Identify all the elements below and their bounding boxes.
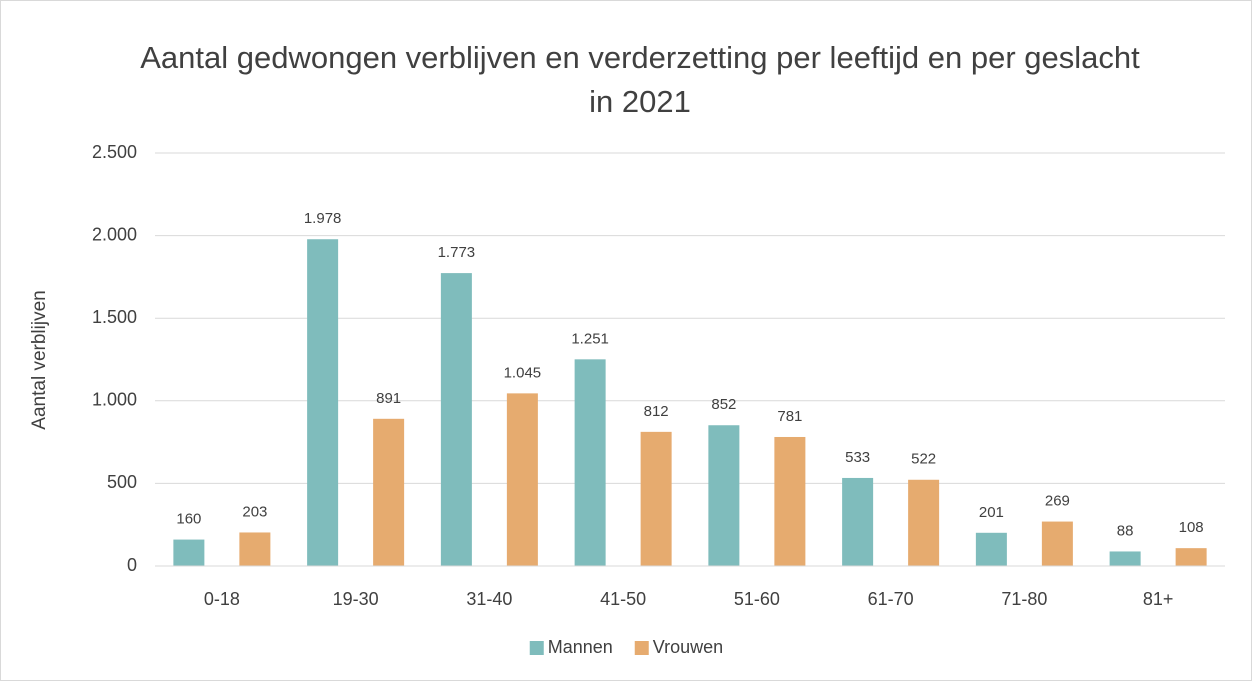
bar: [307, 239, 339, 566]
x-tick-label: 61-70: [868, 589, 914, 609]
value-label: 203: [242, 503, 267, 520]
bar: [640, 431, 672, 566]
bar: [708, 425, 740, 566]
legend-label: Vrouwen: [653, 637, 723, 657]
y-tick-label: 2.500: [92, 142, 137, 162]
x-tick-label: 51-60: [734, 589, 780, 609]
bar: [239, 532, 271, 566]
value-label: 781: [777, 408, 802, 425]
x-tick-label: 41-50: [600, 589, 646, 609]
legend-swatch: [529, 641, 544, 655]
value-label: 522: [911, 451, 936, 468]
value-label: 88: [1117, 522, 1134, 539]
y-tick-label: 1.500: [92, 307, 137, 327]
x-tick-label: 71-80: [1001, 589, 1047, 609]
bar: [975, 532, 1007, 566]
value-label: 1.978: [304, 210, 342, 227]
value-label: 852: [711, 396, 736, 413]
value-label: 1.251: [571, 330, 609, 347]
bar: [173, 539, 205, 566]
bar: [1041, 521, 1073, 566]
x-tick-label: 0-18: [204, 589, 240, 609]
y-tick-label: 2.000: [92, 224, 137, 244]
y-tick-label: 1.000: [92, 390, 137, 410]
bar: [440, 273, 472, 566]
x-tick-label: 81+: [1143, 589, 1174, 609]
y-tick-label: 0: [127, 555, 137, 575]
value-label: 1.045: [504, 364, 542, 381]
bar: [1109, 551, 1141, 566]
x-tick-label: 31-40: [466, 589, 512, 609]
bar: [506, 393, 538, 566]
value-label: 160: [176, 511, 201, 528]
value-label: 1.773: [438, 244, 476, 261]
legend-swatch: [634, 641, 649, 655]
value-label: 533: [845, 449, 870, 466]
value-label: 269: [1045, 493, 1070, 510]
chart-title: Aantal gedwongen verblijven en verderzet…: [140, 40, 1140, 119]
y-axis-label: Aantal verblijven: [29, 290, 50, 429]
bar: [774, 436, 806, 566]
legend-label: Mannen: [548, 637, 613, 657]
bar: [373, 418, 405, 566]
bar: [574, 359, 606, 566]
bar: [842, 477, 874, 566]
x-tick-label: 19-30: [333, 589, 379, 609]
value-label: 201: [979, 504, 1004, 521]
value-label: 891: [376, 390, 401, 407]
bar: [908, 479, 940, 566]
value-label: 108: [1179, 519, 1204, 536]
value-label: 812: [644, 403, 669, 420]
y-tick-label: 500: [107, 472, 137, 492]
bar: [1175, 548, 1207, 566]
